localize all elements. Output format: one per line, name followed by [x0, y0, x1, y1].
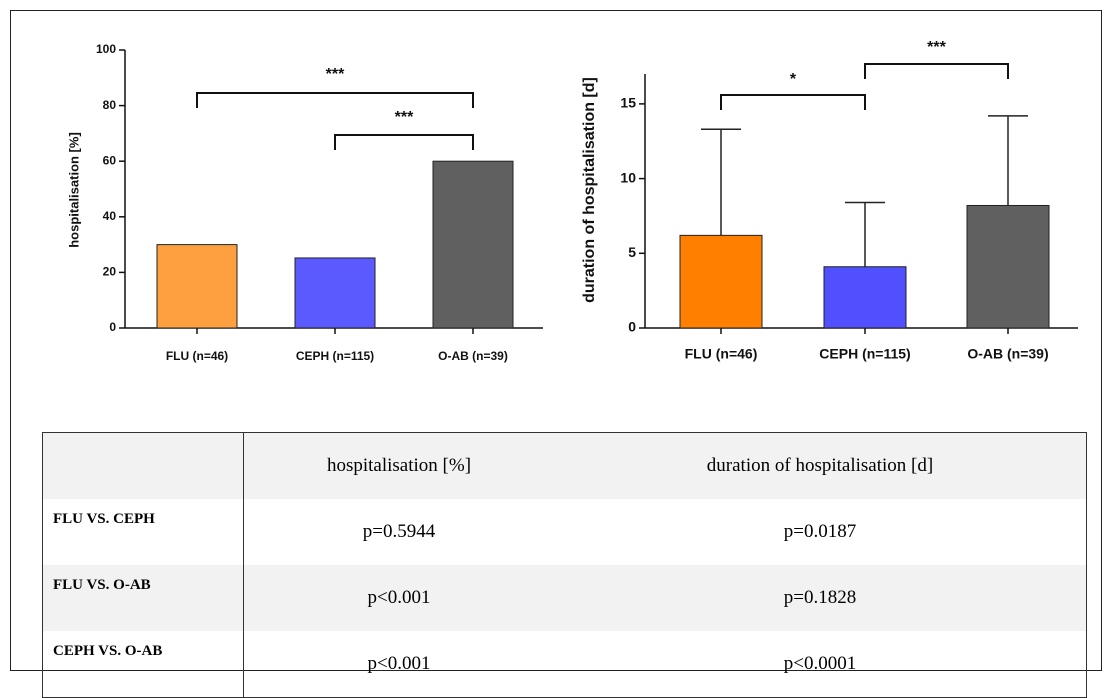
row: FLU VS. CEPH p=0.5944 p=0.0187	[42, 499, 1087, 565]
bar	[823, 266, 907, 329]
cell: p<0.0001	[783, 653, 857, 674]
y-tick-label: 60	[103, 153, 117, 167]
x-tick-label: O-AB (n=39)	[438, 349, 508, 363]
y-tick-label: 100	[96, 42, 116, 56]
frame	[10, 10, 1102, 671]
bar	[294, 257, 376, 329]
bar	[679, 234, 763, 329]
row-label: CEPH VS. O-AB	[42, 631, 244, 698]
significance-label: ***	[395, 109, 414, 126]
y-tick-label: 20	[103, 265, 117, 279]
x-tick-label: CEPH (n=115)	[296, 349, 374, 363]
p-value-table: hospitalisation [%] duration of hospital…	[42, 432, 1087, 698]
significance-label: ***	[927, 39, 946, 56]
y-axis-label: hospitalisation [%]	[66, 132, 81, 248]
significance-bracket	[864, 63, 1009, 79]
column-header: duration of hospitalisation [d]	[554, 432, 1087, 499]
x-tick-label: CEPH (n=115)	[819, 346, 910, 362]
significance-bracket	[196, 92, 474, 108]
x-tick-label: FLU (n=46)	[685, 346, 758, 362]
page: hospitalisation [%] 0 20 40 60 80 100 FLU (n=46…	[10, 10, 1102, 698]
significance-bracket	[334, 134, 474, 150]
y-tick-label: 0	[628, 319, 636, 335]
header-row: hospitalisation [%] duration of hospital…	[42, 432, 1087, 499]
y-tick-label: 15	[620, 95, 636, 111]
y-tick-label: 40	[103, 209, 117, 223]
x-tick-label: O-AB (n=39)	[967, 346, 1048, 362]
row-label: FLU VS. O-AB	[42, 565, 244, 631]
cell: p=0.5944	[362, 521, 436, 542]
y-axis-label: duration of hospitalisation [d]	[581, 77, 598, 303]
corner-cell	[42, 432, 244, 499]
y-tick-label: 10	[620, 169, 636, 185]
bar	[966, 204, 1050, 329]
cell: p<0.001	[243, 565, 554, 631]
significance-label: ***	[326, 66, 345, 83]
column-header: hospitalisation [%]	[243, 432, 554, 499]
row-label: FLU VS. CEPH	[42, 499, 244, 565]
cell: p<0.001	[367, 653, 431, 674]
row: FLU VS. O-AB p<0.001 p=0.1828	[42, 565, 1087, 631]
bar	[432, 160, 514, 329]
y-tick-label: 80	[103, 98, 117, 112]
significance-bracket	[720, 94, 866, 110]
y-tick-label: 0	[109, 320, 116, 334]
y-tick-label: 5	[628, 244, 636, 260]
significance-label: *	[790, 71, 797, 88]
row: CEPH VS. O-AB p<0.001 p<0.0001	[42, 631, 1087, 698]
x-tick-label: FLU (n=46)	[166, 349, 228, 363]
cell: p=0.1828	[554, 565, 1087, 631]
bar	[156, 244, 238, 329]
cell: p=0.0187	[783, 521, 857, 542]
